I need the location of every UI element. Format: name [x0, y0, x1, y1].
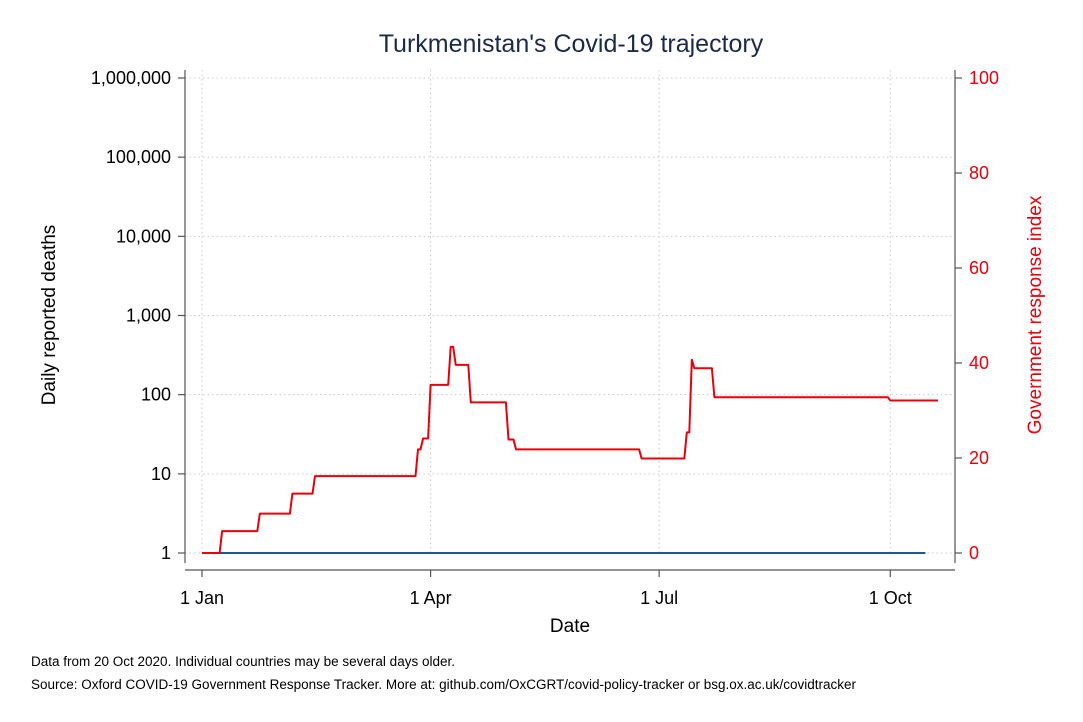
tick-labels: 1 10 100 1,000 10,000 100,000 1,000,000 0 20 40 60… [91, 68, 999, 608]
grid-lines [185, 70, 955, 554]
y-left-tick-label: 10 [151, 464, 171, 484]
source-note: Source: Oxford COVID-19 Government Respo… [31, 677, 857, 692]
y-axis-right-label: Government response index [1025, 195, 1046, 434]
x-tick-label: 1 Apr [410, 588, 452, 608]
y-right-tick-label: 40 [969, 353, 989, 373]
x-axis-label: Date [550, 616, 590, 637]
response-index-series-line [202, 345, 938, 554]
series-lines [202, 345, 938, 554]
y-left-tick-label: 100,000 [106, 147, 171, 167]
y-right-tick-label: 20 [969, 448, 989, 468]
y-left-tick-label: 10,000 [116, 226, 171, 246]
y-right-tick-label: 0 [969, 543, 979, 563]
y-left-tick-label: 1 [161, 543, 171, 563]
x-tick-label: 1 Jul [640, 588, 678, 608]
y-left-tick-label: 100 [141, 385, 171, 405]
y-right-tick-label: 60 [969, 258, 989, 278]
y-right-tick-label: 100 [969, 68, 999, 88]
chart-title: Turkmenistan's Covid-19 trajectory [379, 30, 764, 58]
data-date-note: Data from 20 Oct 2020. Individual countr… [31, 654, 455, 669]
y-left-tick-label: 1,000 [126, 306, 171, 326]
x-tick-label: 1 Oct [869, 588, 912, 608]
y-right-tick-label: 80 [969, 163, 989, 183]
x-tick-label: 1 Jan [180, 588, 224, 608]
y-axis-left-label: Daily reported deaths [39, 225, 60, 406]
axes [184, 70, 956, 571]
y-left-tick-label: 1,000,000 [91, 68, 171, 88]
